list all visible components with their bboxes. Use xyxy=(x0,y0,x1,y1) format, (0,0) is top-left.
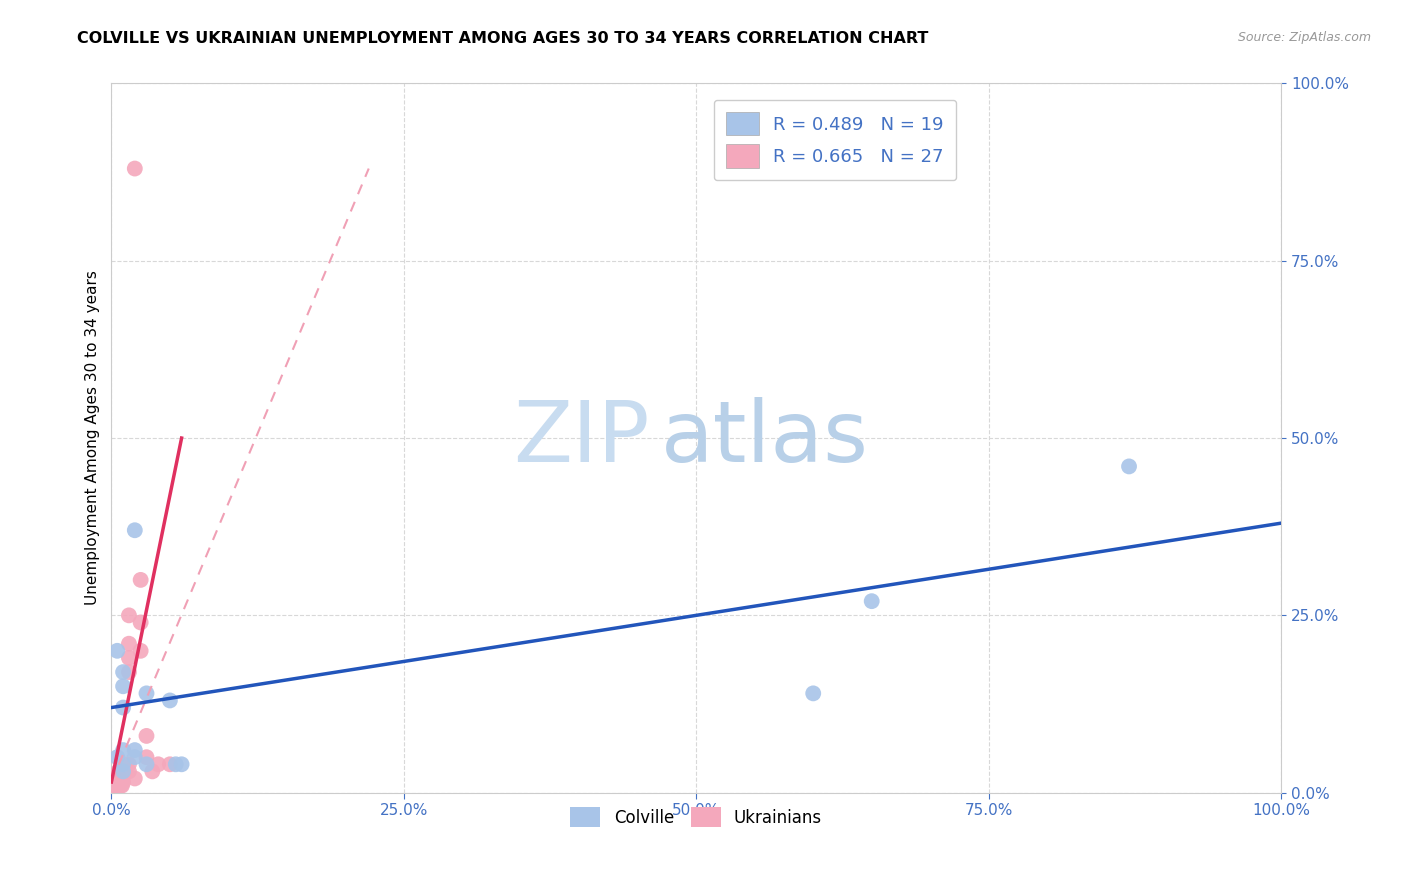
Point xyxy=(111,779,134,793)
Point xyxy=(129,573,152,587)
Point xyxy=(801,686,824,700)
Point xyxy=(104,779,127,793)
Point xyxy=(108,772,131,786)
Legend: Colville, Ukrainians: Colville, Ukrainians xyxy=(564,800,828,834)
Point xyxy=(129,644,152,658)
Text: Source: ZipAtlas.com: Source: ZipAtlas.com xyxy=(1237,31,1371,45)
Point xyxy=(124,523,146,537)
Point xyxy=(110,779,132,793)
Point xyxy=(135,757,157,772)
Point xyxy=(170,757,193,772)
Point xyxy=(105,750,128,764)
Point xyxy=(118,651,141,665)
Point xyxy=(112,679,135,693)
Point xyxy=(860,594,883,608)
Point xyxy=(129,615,152,630)
Point xyxy=(112,700,135,714)
Point xyxy=(124,750,146,764)
Text: atlas: atlas xyxy=(661,397,869,480)
Text: ZIP: ZIP xyxy=(513,397,650,480)
Point xyxy=(124,772,146,786)
Point xyxy=(103,772,125,786)
Point xyxy=(118,608,141,623)
Point xyxy=(135,729,157,743)
Point xyxy=(159,757,181,772)
Point xyxy=(112,665,135,679)
Point xyxy=(135,686,157,700)
Point xyxy=(118,665,141,679)
Point xyxy=(1118,459,1140,474)
Point xyxy=(103,772,125,786)
Point xyxy=(112,757,135,772)
Point xyxy=(112,743,135,757)
Point xyxy=(107,764,129,779)
Point xyxy=(105,779,128,793)
Point xyxy=(112,775,135,789)
Point xyxy=(112,764,135,779)
Point xyxy=(124,743,146,757)
Point xyxy=(124,161,146,176)
Text: COLVILLE VS UKRAINIAN UNEMPLOYMENT AMONG AGES 30 TO 34 YEARS CORRELATION CHART: COLVILLE VS UKRAINIAN UNEMPLOYMENT AMONG… xyxy=(77,31,929,46)
Point xyxy=(118,764,141,779)
Point xyxy=(141,764,163,779)
Point xyxy=(118,757,141,772)
Point xyxy=(148,757,170,772)
Point xyxy=(135,750,157,764)
Point xyxy=(165,757,187,772)
Y-axis label: Unemployment Among Ages 30 to 34 years: Unemployment Among Ages 30 to 34 years xyxy=(86,270,100,606)
Point xyxy=(104,779,127,793)
Point xyxy=(105,779,128,793)
Point xyxy=(105,644,128,658)
Point xyxy=(118,637,141,651)
Point xyxy=(159,693,181,707)
